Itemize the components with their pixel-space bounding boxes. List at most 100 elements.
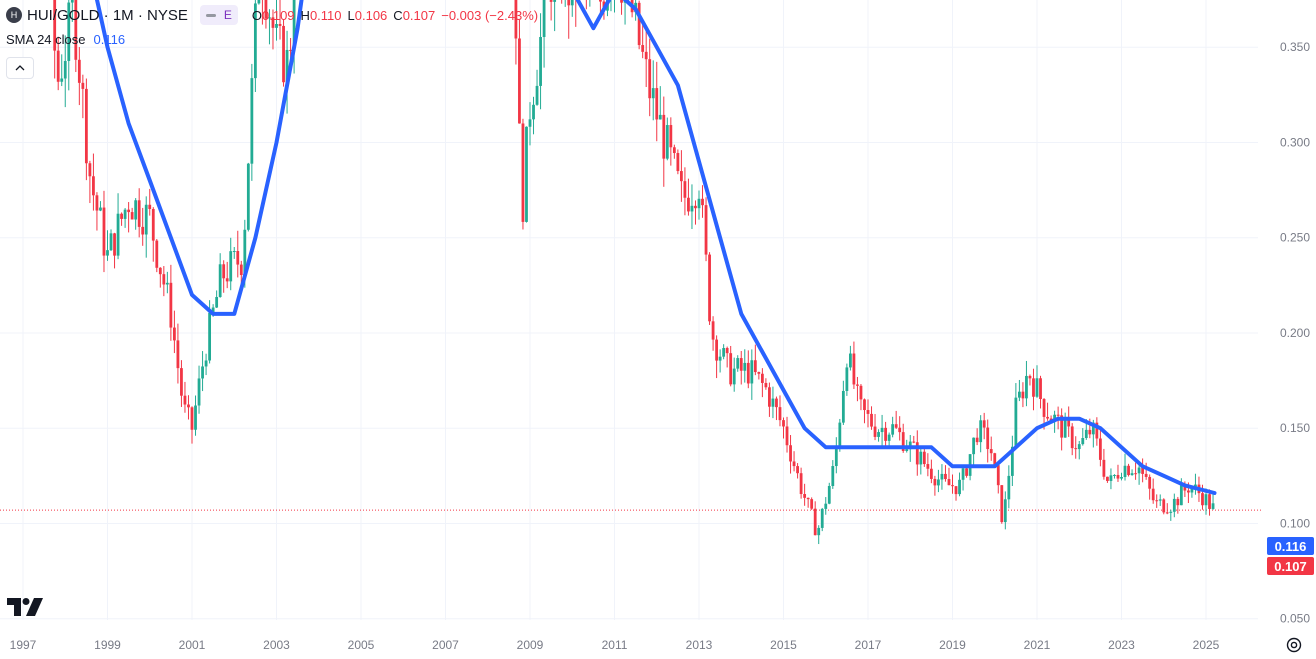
candle-body [785,426,789,446]
candle-body [768,387,771,407]
candle-body [1014,397,1018,447]
candle-body [570,0,574,6]
candle-body [789,445,792,462]
candle-body [123,209,127,219]
candle-body [775,398,778,408]
price-tick-label: 0.250 [1280,231,1310,245]
badge-letter: E [223,8,232,22]
tradingview-logo[interactable] [7,598,43,621]
candle-body [1032,378,1035,397]
candle-body [106,250,109,256]
candle-body [954,486,958,495]
candle-body [961,468,965,480]
candle-body [521,123,525,222]
candle-body [1098,438,1102,460]
candle-body [158,267,162,275]
candle-body [289,49,292,51]
candle-body [1172,498,1176,512]
time-tick-label: 2015 [770,638,797,652]
candle-body [859,385,863,400]
candle-body [620,0,623,3]
candle-body [683,181,687,198]
candle-body [852,353,856,385]
candle-body [1021,391,1025,399]
legend-sma[interactable]: SMA 24 close 0.116 [6,32,125,47]
candle-body [1007,475,1011,500]
time-axis[interactable]: 1997 1999 2001 2003 2005 2007 2009 2011 2013 2015… [10,638,1220,652]
symbol-logo-icon[interactable]: H [6,7,22,23]
candle-body [1165,512,1169,514]
symbol-title[interactable]: HUI/GOLD · 1M · NYSE [27,6,188,24]
time-tick-label: 2017 [855,638,882,652]
candle-body [1067,419,1071,427]
candle-body [669,125,673,148]
candle-body [542,0,546,37]
candle-body [56,50,60,82]
candle-body [986,427,990,450]
candle-body [257,0,261,4]
candle-body [282,25,285,83]
collapse-legend-button[interactable] [6,57,34,79]
candle-body [130,212,134,220]
candle-body [201,366,204,379]
candle-body [1053,414,1057,421]
candle-body [644,51,648,60]
time-tick-label: 2013 [686,638,713,652]
candle-body [113,233,116,256]
candle-body [1186,490,1190,493]
candle-body [743,362,747,371]
candle-body [95,195,99,211]
price-axis[interactable]: 0.7000.6500.6000.5500.5000.4500.4000.350… [1280,0,1310,626]
candle-body [750,360,754,384]
candle-body [264,0,268,19]
chart-settings-button[interactable] [1285,636,1303,654]
candle-body [1190,487,1194,493]
candle-body [711,321,715,340]
candle-body [88,163,92,177]
candle-body [1151,488,1155,501]
candle-body [1039,378,1042,400]
candle-body [275,23,278,28]
candle-body [1134,473,1137,475]
chevron-up-icon [15,65,25,71]
time-tick-label: 2005 [348,638,375,652]
candle-body [268,17,271,19]
candle-body [834,446,838,467]
time-tick-label: 2007 [432,638,459,652]
candle-body [1116,474,1120,479]
candle-body [116,213,120,256]
candle-body [194,405,197,430]
ohlc-close: C0.107 [393,7,436,23]
candle-body [144,204,148,235]
candle-body [1091,422,1095,435]
candle-body [866,410,870,414]
candle-body [672,147,676,154]
candle-body [1144,473,1148,477]
candle-body [704,205,708,255]
sma-line [94,0,1217,495]
candle-body [1208,494,1211,509]
candle-body [1169,511,1173,513]
exchange-badge[interactable]: E [199,5,238,25]
candle-body [817,527,821,536]
dash-icon [205,13,216,17]
candle-body [873,426,877,437]
candle-body [841,390,845,423]
candle-body [979,420,983,443]
candle-body [236,251,240,265]
candle-body [204,360,208,367]
candle-body [658,114,662,120]
candle-body [799,473,803,495]
candle-body [1158,499,1162,501]
candle-body [697,198,701,209]
candle-body [831,466,835,486]
candle-body [1081,438,1085,445]
candle-body [553,0,557,2]
price-tick-label: 0.100 [1280,516,1310,530]
candle-body [1042,399,1046,417]
candle-body [989,449,993,454]
candle-body [993,453,997,466]
candle-body [1102,459,1106,477]
candle-body [838,422,842,447]
